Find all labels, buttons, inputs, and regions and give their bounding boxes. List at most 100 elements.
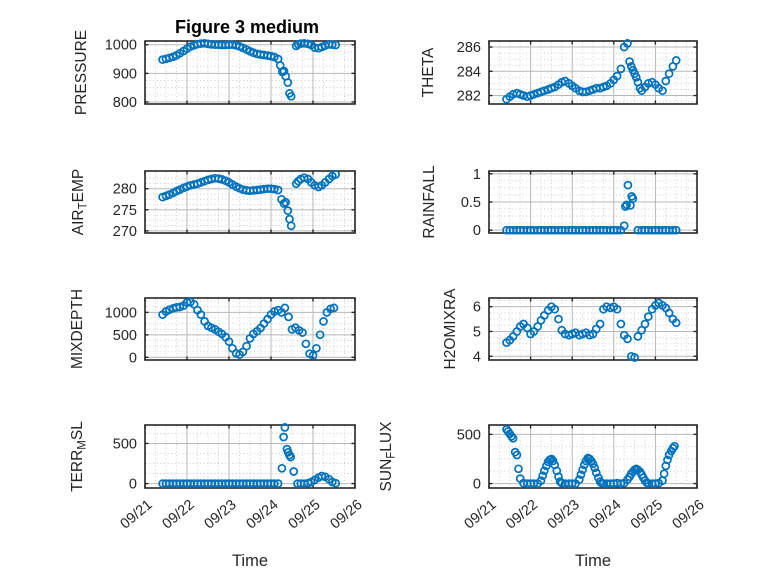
data-point (616, 479, 626, 488)
plot-box (144, 170, 356, 234)
data-point (539, 466, 549, 476)
x-tick-label: 09/22 (159, 497, 197, 533)
data-point (286, 452, 296, 462)
data-point (279, 432, 288, 442)
data-point (270, 479, 279, 488)
y-tick-label: 282 (457, 89, 481, 105)
y-axis-label: THETA (420, 47, 437, 97)
data-point (576, 470, 586, 480)
data-point (640, 319, 650, 329)
data-point (661, 76, 671, 86)
data-points (502, 425, 679, 488)
data-point (196, 310, 206, 319)
y-tick-label: 1 (473, 167, 481, 183)
data-point (283, 78, 293, 87)
data-point (539, 86, 549, 96)
data-point (633, 332, 643, 341)
data-point (554, 314, 563, 324)
data-point (668, 443, 678, 453)
data-point (554, 472, 563, 482)
y-tick-label: 1000 (105, 305, 137, 321)
data-point (671, 225, 681, 235)
plot-box (488, 40, 698, 105)
y-tick-label: 4 (473, 349, 481, 365)
xlabel-time-right: Time (574, 552, 612, 570)
y-tick-label: 284 (457, 64, 481, 80)
data-point (574, 475, 584, 484)
tick-marks (488, 41, 698, 104)
y-tick-label: 900 (113, 66, 137, 82)
x-tick-label: 09/26 (327, 497, 365, 533)
data-point (538, 471, 548, 481)
data-points (158, 170, 341, 231)
plot-box (144, 424, 356, 489)
data-point (612, 225, 622, 235)
data-point (658, 86, 667, 96)
data-point (315, 330, 325, 340)
data-point (507, 431, 516, 441)
y-tick-label: 500 (113, 436, 137, 452)
data-point (308, 351, 318, 360)
data-point (619, 221, 629, 231)
data-point (671, 56, 681, 65)
data-point (273, 479, 283, 488)
data-point (616, 64, 626, 74)
data-point (280, 303, 290, 313)
data-point (165, 53, 174, 63)
tick-marks (144, 171, 356, 233)
y-tick-label: 270 (113, 224, 137, 240)
data-point (590, 463, 600, 473)
data-point (659, 469, 669, 479)
data-point (277, 463, 287, 473)
data-point (514, 464, 523, 474)
data-point (536, 476, 546, 485)
subplot-terr_msl: 0 500 TERRMSL 09/21 09/22 09/23 09/24 09/25 09/2… (69, 421, 366, 533)
y-tick-label: 0 (129, 350, 137, 366)
data-point (329, 303, 339, 313)
x-tick-label: 09/24 (243, 497, 281, 533)
data-point (651, 479, 660, 488)
y-tick-label: 1000 (105, 38, 137, 54)
data-points (502, 180, 681, 235)
data-point (281, 197, 291, 207)
x-tick-label: 09/21 (461, 497, 499, 533)
data-point (623, 39, 632, 48)
y-tick-label: 0 (473, 477, 481, 493)
data-point (567, 479, 577, 488)
data-point (512, 450, 522, 460)
subplot-h2omixra: 4 5 6 H2OMIXRA (442, 288, 698, 369)
x-tick-label: 09/23 (201, 497, 239, 533)
subplot-sun_flux: 0 500 SUNFLUX 09/21 09/22 09/23 09/24 09/25 09/2… (378, 421, 708, 533)
subplot-mixdepth: 0 500 1000 MIXDEPTH (69, 289, 356, 369)
y-axis-label: TERRMSL (69, 421, 89, 492)
y-tick-label: 275 (113, 203, 137, 219)
plot-box (144, 297, 356, 361)
tick-marks (488, 298, 698, 360)
y-axis-label: SUNFLUX (378, 421, 398, 492)
data-point (616, 319, 626, 329)
data-point (591, 468, 601, 478)
data-point (579, 460, 589, 470)
data-point (270, 184, 279, 194)
y-axis-label: RAINFALL (421, 165, 438, 239)
data-points (502, 39, 681, 104)
data-point (621, 202, 630, 211)
data-point (630, 353, 639, 362)
data-point (622, 200, 632, 210)
data-point (279, 199, 289, 208)
data-point (628, 194, 638, 203)
data-point (612, 304, 622, 314)
x-tick-label: 09/26 (669, 497, 707, 533)
data-point (664, 308, 674, 318)
data-point (283, 206, 293, 215)
data-point (331, 170, 341, 179)
subplot-pressure: 800 900 1000 PRESSURE (73, 30, 356, 115)
data-point (550, 304, 560, 314)
data-point (623, 334, 632, 344)
data-point (578, 465, 587, 475)
data-point (331, 40, 341, 50)
data-points (158, 423, 341, 488)
data-point (286, 221, 296, 231)
